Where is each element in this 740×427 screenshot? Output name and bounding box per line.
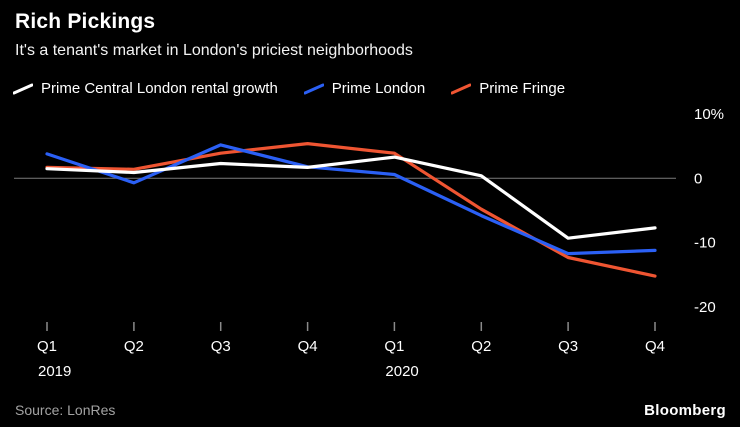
x-axis-label: Q4 [298,338,318,355]
chart-subtitle: It's a tenant's market in London's prici… [15,42,413,59]
source-label: Source: LonRes [15,402,116,418]
chart-legend: Prime Central London rental growth Prime … [13,80,565,97]
legend-label: Prime Central London rental growth [41,80,278,97]
legend-item-prime-fringe: Prime Fringe [451,80,565,97]
x-axis-label: Q1 [37,338,57,355]
x-axis-label: Q4 [645,338,665,355]
x-axis-label: Q2 [124,338,144,355]
legend-line-swatch-icon [13,83,33,94]
line-chart: 10% 0 -10 -20 Q1 Q2 Q3 Q4 Q1 Q2 Q3 Q4 2019 2020 [14,106,724,380]
legend-label: Prime London [331,80,426,97]
series-line-prime-central-london-rental-growth [45,155,657,240]
y-axis-label: -10 [694,235,716,252]
x-axis-label: Q3 [558,338,578,355]
x-axis-label: Q1 [384,338,404,355]
y-axis-label: 10% [694,106,724,123]
chart-title: Rich Pickings [15,10,156,33]
y-axis-label: 0 [694,170,702,187]
y-axis-label: -20 [694,299,716,316]
x-axis-year-label: 2020 [385,363,418,380]
legend-line-swatch-icon [451,83,472,94]
bloomberg-logo: Bloomberg [644,402,726,419]
legend-item-prime-central-london-rental-growth: Prime Central London rental growth [13,80,278,97]
legend-item-prime-london: Prime London [303,80,426,97]
legend-label: Prime Fringe [479,80,566,97]
legend-line-swatch-icon [303,83,324,94]
x-axis-year-label: 2019 [38,363,71,380]
series-line-prime-london [45,143,657,256]
series-line-prime-fringe [45,141,657,278]
x-axis-label: Q2 [471,338,491,355]
x-axis-label: Q3 [211,338,231,355]
